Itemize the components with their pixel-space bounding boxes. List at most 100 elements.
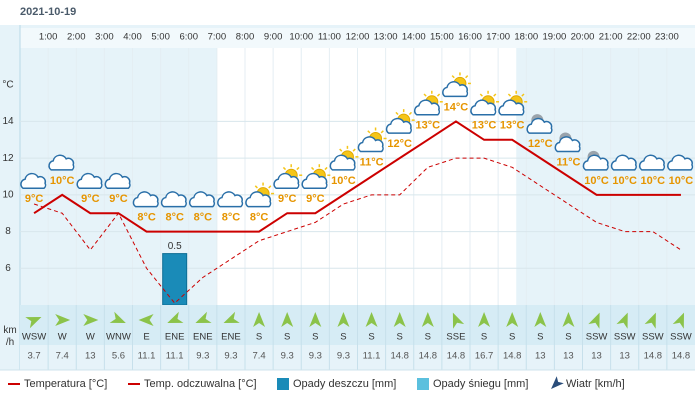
y-tick-label: 10: [2, 189, 14, 200]
wind-speed: 5.6: [112, 351, 125, 362]
legend-swatch: [277, 378, 289, 390]
wind-speed: 9.3: [337, 351, 350, 362]
wind-direction: ENE: [193, 332, 213, 343]
sun-ray: [479, 93, 483, 97]
hour-label: 12:00: [346, 32, 370, 43]
wind-speed: 9.3: [309, 351, 322, 362]
wind-direction: S: [284, 332, 290, 343]
hour-label: 14:00: [402, 32, 426, 43]
legend-label: Temp. odczuwalna [°C]: [144, 378, 257, 390]
wind-speed: 13: [535, 351, 546, 362]
weather-icon: [48, 154, 75, 171]
wind-speed: 3.7: [27, 351, 40, 362]
cloud-icon: [76, 172, 103, 189]
wind-speed: 13: [563, 351, 574, 362]
cloud-icon: [498, 99, 525, 116]
hour-label: 2:00: [67, 32, 86, 43]
wind-direction: SSE: [446, 332, 465, 343]
wind-arrow: [393, 312, 406, 327]
wind-arrow: [281, 312, 294, 327]
wind-unit-part: km: [3, 325, 16, 336]
hour-label: 15:00: [430, 32, 454, 43]
cloud-icon: [526, 117, 553, 134]
weather-icon: [160, 191, 187, 208]
hour-header: [20, 28, 695, 48]
temperature-label: 10°C: [669, 175, 694, 187]
cloud-icon: [610, 154, 637, 171]
sun-ray: [423, 93, 427, 97]
wind-unit: km/h: [3, 325, 16, 348]
wind-arrow: [253, 312, 266, 327]
wind-direction: W: [86, 332, 95, 343]
temperature-label: 8°C: [137, 211, 156, 223]
wind-arrow: [452, 312, 465, 329]
wind-direction: S: [256, 332, 262, 343]
legend-label: Wiatr [km/h]: [566, 378, 625, 390]
legend-label: Opady deszczu [mm]: [293, 378, 396, 390]
wind-speed: 14.8: [419, 351, 438, 362]
legend-label: Opady śniegu [mm]: [433, 378, 528, 390]
sun-ray: [380, 130, 384, 134]
sun-ray: [493, 93, 497, 97]
wind-direction: S: [537, 332, 543, 343]
cloud-icon: [132, 191, 159, 208]
wind-arrow: [506, 312, 519, 327]
cloud-icon: [273, 172, 300, 189]
wind-direction: S: [340, 332, 346, 343]
cloud-icon: [357, 136, 384, 153]
wind-arrow: [365, 312, 378, 327]
sun-ray: [296, 166, 300, 171]
wind-speed: 14.8: [447, 351, 466, 362]
legend-swatch: [417, 378, 429, 390]
day-band: [216, 48, 517, 305]
temperature-label: 14°C: [444, 101, 469, 113]
wind-arrow: [562, 312, 575, 327]
wind-arrow: [421, 312, 434, 327]
sun-ray: [521, 93, 525, 97]
wind-arrow: [109, 311, 126, 324]
hour-label: 1:00: [39, 32, 58, 43]
wind-speed: 7.4: [252, 351, 265, 362]
hour-label: 13:00: [374, 32, 398, 43]
hour-label: 20:00: [571, 32, 595, 43]
wind-speed: 9.3: [196, 351, 209, 362]
wind-arrow: [309, 312, 322, 327]
sun-ray: [465, 75, 469, 79]
hour-label: 19:00: [542, 32, 566, 43]
sun-ray: [395, 111, 399, 116]
wind-direction: S: [368, 332, 374, 343]
wind-direction: W: [58, 332, 67, 343]
wind-direction: SSW: [642, 332, 664, 343]
legend-wind-icon: [551, 376, 564, 389]
hour-label: 10:00: [289, 32, 313, 43]
sun-ray: [451, 75, 455, 79]
temperature-label: 9°C: [25, 193, 44, 205]
hour-label: 18:00: [514, 32, 538, 43]
wind-arrow: [644, 312, 656, 329]
hour-label: 21:00: [599, 32, 623, 43]
sun-ray: [367, 130, 371, 134]
wind-speed: 9.3: [281, 351, 294, 362]
weather-icon: [188, 191, 215, 208]
hour-label: 5:00: [151, 32, 170, 43]
hour-label: 11:00: [318, 32, 341, 43]
wind-speed: 16.7: [475, 351, 494, 362]
weather-icon: [554, 132, 581, 153]
weather-icon: [526, 114, 553, 134]
weather-icon: [329, 145, 359, 171]
wind-direction: WSW: [22, 332, 46, 343]
temperature-label: 9°C: [306, 193, 325, 205]
cloud-icon: [385, 117, 412, 134]
wind-arrow: [672, 312, 684, 329]
wind-arrow: [195, 311, 212, 324]
wind-direction: S: [397, 332, 403, 343]
temperature-label: 12°C: [528, 138, 553, 150]
wind-speed: 7.4: [56, 351, 69, 362]
wind-unit-part: /h: [6, 337, 14, 348]
temperature-label: 13°C: [472, 120, 497, 132]
temperature-label: 11°C: [360, 156, 384, 168]
cloud-icon: [104, 172, 131, 189]
sun-ray: [282, 166, 287, 171]
cloud-icon: [413, 99, 440, 116]
cloud-icon: [245, 191, 272, 208]
